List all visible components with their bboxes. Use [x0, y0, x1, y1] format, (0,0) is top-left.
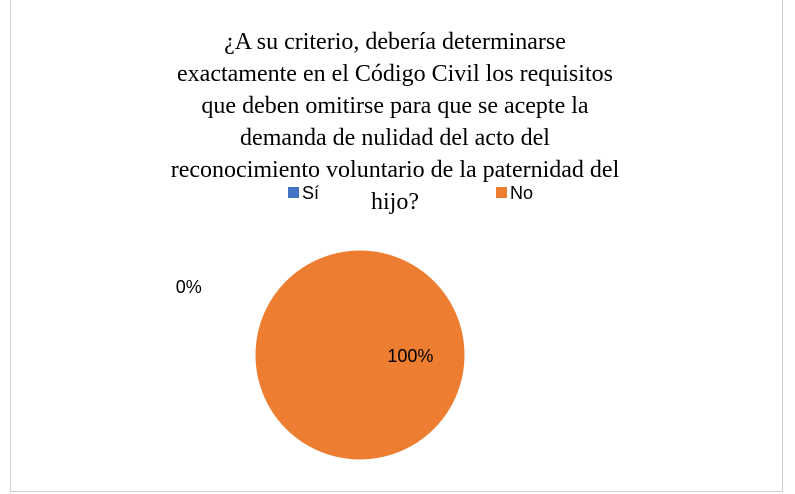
chart-title: ¿A su criterio, debería determinarse exa…	[170, 29, 620, 215]
data-label: 100%	[387, 346, 433, 366]
legend-label: No	[510, 183, 533, 203]
pie-slice	[254, 249, 466, 461]
legend-label: Sí	[302, 183, 319, 203]
legend-swatch	[496, 187, 507, 198]
chart-frame	[10, 0, 783, 492]
data-label: 0%	[176, 277, 202, 297]
legend-swatch	[288, 187, 299, 198]
chart-title-box: ¿A su criterio, debería determinarse exa…	[95, 26, 695, 218]
